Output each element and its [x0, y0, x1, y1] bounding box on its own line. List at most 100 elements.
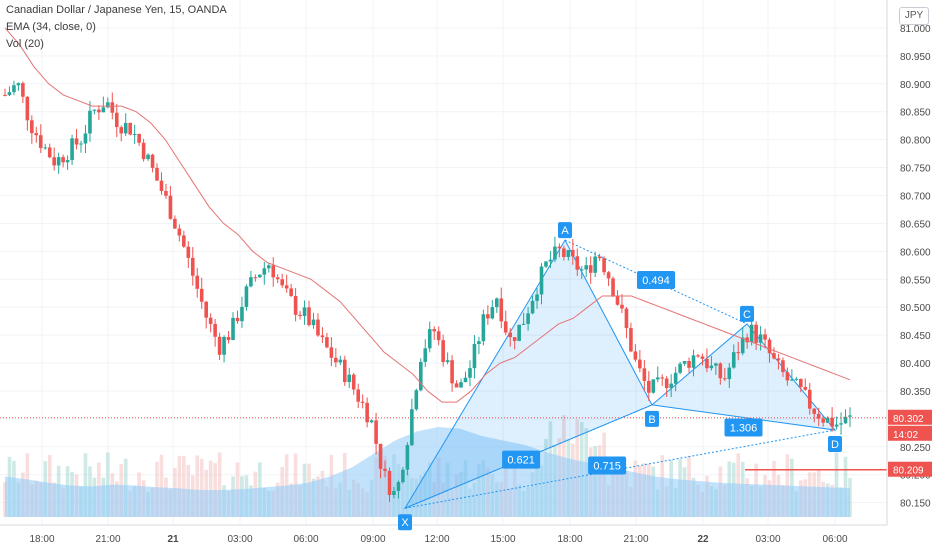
- candle-body: [249, 277, 253, 287]
- candle-body: [199, 288, 204, 302]
- candle-body: [727, 367, 732, 380]
- candle-body: [647, 380, 651, 393]
- candle-body: [222, 336, 226, 355]
- candle-body: [405, 445, 410, 470]
- candle-body: [334, 357, 338, 363]
- candle-body: [396, 482, 401, 491]
- candle-body: [553, 246, 557, 260]
- candle-body: [740, 337, 745, 354]
- candle-body: [186, 246, 191, 258]
- candle-body: [329, 347, 334, 358]
- volume-bar: [177, 455, 182, 517]
- candle-body: [450, 360, 454, 384]
- candle-body: [7, 92, 12, 96]
- candle-body: [114, 112, 119, 128]
- candle-body: [65, 160, 70, 163]
- candle-body: [351, 374, 356, 390]
- candle-body: [772, 353, 776, 359]
- candle-body: [378, 443, 383, 469]
- candle-body: [642, 368, 647, 381]
- candle-body: [231, 317, 235, 340]
- x-tick-label: 21:00: [95, 534, 120, 545]
- candle-body: [816, 413, 821, 419]
- candle-body: [709, 365, 714, 369]
- y-tick-label: 80.850: [900, 108, 931, 119]
- candle-body: [240, 306, 244, 322]
- candle-body: [745, 337, 749, 343]
- candle-body: [579, 269, 584, 271]
- candle-body: [499, 298, 504, 322]
- candle-body: [459, 382, 463, 388]
- volume-area: [5, 427, 850, 517]
- x-tick-label: 12:00: [424, 534, 449, 545]
- price-axis[interactable]: 81.000 80.950 80.900 80.850 80.800 80.750 80.7…: [886, 0, 932, 550]
- point-label: B: [648, 414, 655, 426]
- volume-bar: [83, 453, 88, 517]
- y-tick-label: 80.700: [900, 191, 931, 202]
- candle-body: [776, 358, 781, 361]
- ratio-label: 0.494: [642, 275, 670, 287]
- candle-body: [790, 379, 794, 381]
- candle-body: [266, 265, 271, 269]
- x-tick-label: 06:00: [822, 534, 847, 545]
- candle-body: [38, 135, 43, 148]
- ratio-label: 0.715: [593, 460, 621, 472]
- candle-body: [34, 133, 39, 136]
- candle-body: [571, 249, 575, 257]
- hline-price-tag: 80.209: [893, 466, 924, 477]
- candle-body: [302, 307, 307, 316]
- y-tick-label: 80.900: [900, 80, 931, 91]
- candle-body: [660, 377, 665, 379]
- candle-body: [687, 361, 691, 368]
- candle-body: [503, 321, 508, 333]
- candle-body: [208, 317, 213, 324]
- candle-body: [182, 235, 186, 247]
- candle-body: [16, 83, 21, 86]
- candle-body: [512, 337, 517, 341]
- point-badge: [645, 410, 659, 427]
- candle-body: [812, 408, 817, 414]
- candle-body: [562, 248, 566, 258]
- point-badge: [828, 436, 842, 453]
- x-tick-label: 21: [167, 534, 179, 545]
- candle-body: [705, 358, 709, 369]
- candle-body: [584, 265, 589, 270]
- y-tick-label: 80.450: [900, 331, 931, 342]
- volume-bar: [199, 458, 204, 517]
- vol-legend[interactable]: Vol (20): [6, 38, 44, 50]
- candle-body: [289, 288, 293, 297]
- candle-body: [624, 308, 629, 329]
- candle-body: [763, 334, 767, 340]
- candle-body: [244, 286, 249, 307]
- candle-body: [611, 278, 615, 296]
- currency-badge[interactable]: JPY: [899, 7, 929, 25]
- candle-body: [356, 389, 361, 402]
- candle-body: [414, 390, 419, 410]
- candle-body: [155, 167, 159, 181]
- ratio-label: 1.306: [730, 422, 758, 434]
- candle-body: [494, 298, 499, 308]
- candle-body: [204, 301, 208, 318]
- horizontal-line[interactable]: [0, 417, 887, 471]
- candle-body: [799, 378, 803, 387]
- ema-line: [4, 27, 851, 403]
- candle-body: [472, 343, 477, 369]
- candle-body: [517, 324, 521, 341]
- candle-body: [128, 122, 132, 135]
- candle-body: [56, 157, 61, 166]
- volume-bar: [159, 454, 164, 517]
- time-axis[interactable]: 18:00 21:00 21 03:00 06:00 09:00 12:00 15:00 18:…: [0, 524, 887, 545]
- candle-body: [141, 142, 146, 160]
- candle-body: [526, 313, 530, 324]
- candle-body: [794, 378, 799, 380]
- ema-legend[interactable]: EMA (34, close, 0): [6, 21, 96, 33]
- candle-body: [213, 323, 217, 337]
- candle-body: [463, 377, 468, 383]
- candle-body: [146, 154, 150, 160]
- hline-price-tag-bg: [888, 461, 932, 477]
- candle-body: [803, 386, 808, 390]
- point-label: D: [831, 439, 839, 451]
- symbol-title[interactable]: Canadian Dollar / Japanese Yen, 15, OAND…: [6, 4, 227, 16]
- y-tick-label: 80.350: [900, 387, 931, 398]
